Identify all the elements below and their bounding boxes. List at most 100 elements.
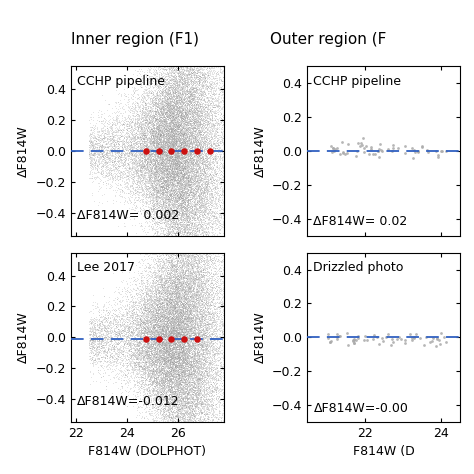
Point bbox=[183, 196, 191, 204]
Point bbox=[208, 255, 215, 263]
Point bbox=[172, 193, 179, 201]
Point bbox=[183, 307, 191, 315]
Point bbox=[185, 210, 192, 218]
Point bbox=[152, 227, 159, 235]
Point bbox=[184, 340, 191, 347]
Point bbox=[164, 401, 172, 408]
Point bbox=[208, 290, 215, 298]
Point bbox=[181, 374, 189, 381]
Point bbox=[184, 336, 192, 344]
Point bbox=[176, 174, 183, 182]
Point bbox=[189, 290, 197, 298]
Point bbox=[187, 131, 194, 139]
Point bbox=[186, 325, 193, 332]
Point bbox=[183, 78, 191, 86]
Point bbox=[165, 276, 173, 284]
Point bbox=[178, 291, 186, 298]
Point bbox=[197, 151, 204, 159]
Point bbox=[176, 133, 183, 140]
Point bbox=[170, 355, 178, 362]
Point bbox=[163, 406, 171, 414]
Point bbox=[148, 307, 156, 315]
Point bbox=[115, 151, 123, 159]
Point bbox=[197, 297, 205, 304]
Point bbox=[106, 319, 113, 327]
Point bbox=[167, 117, 174, 125]
Point bbox=[171, 120, 179, 128]
Point bbox=[184, 100, 191, 108]
Point bbox=[196, 262, 203, 270]
Point bbox=[168, 108, 176, 115]
Point bbox=[153, 135, 161, 143]
Point bbox=[181, 397, 189, 404]
Point bbox=[128, 129, 135, 137]
Point bbox=[176, 286, 184, 294]
Point bbox=[142, 163, 149, 171]
Point bbox=[161, 137, 168, 144]
Point bbox=[183, 191, 191, 199]
Point bbox=[180, 347, 187, 355]
Point bbox=[191, 336, 199, 344]
Point bbox=[156, 347, 164, 355]
Point bbox=[162, 372, 169, 379]
Point bbox=[170, 269, 177, 276]
Point bbox=[165, 125, 173, 133]
Point bbox=[193, 176, 201, 183]
Point bbox=[195, 328, 203, 336]
Point bbox=[193, 162, 201, 170]
Point bbox=[218, 76, 225, 84]
Point bbox=[140, 346, 147, 354]
Point bbox=[155, 272, 162, 279]
Point bbox=[189, 371, 196, 378]
Point bbox=[173, 328, 181, 335]
Point bbox=[222, 224, 230, 232]
Point bbox=[181, 416, 188, 424]
Point bbox=[162, 345, 169, 352]
Point bbox=[189, 134, 197, 141]
Point bbox=[169, 80, 177, 87]
Point bbox=[175, 275, 182, 283]
Point bbox=[181, 366, 189, 374]
Point bbox=[205, 383, 212, 391]
Point bbox=[171, 358, 179, 366]
Point bbox=[179, 161, 186, 169]
Point bbox=[184, 367, 191, 374]
Point bbox=[117, 128, 124, 136]
Point bbox=[157, 325, 165, 332]
Point bbox=[171, 393, 178, 401]
Point bbox=[199, 343, 207, 350]
Point bbox=[130, 305, 137, 313]
Point bbox=[168, 76, 176, 83]
Point bbox=[163, 315, 171, 323]
Point bbox=[181, 378, 189, 386]
Point bbox=[161, 79, 169, 86]
Point bbox=[148, 328, 155, 335]
Point bbox=[101, 319, 109, 326]
Point bbox=[171, 198, 179, 205]
Point bbox=[173, 395, 181, 402]
Point bbox=[140, 112, 148, 120]
Point bbox=[206, 346, 213, 354]
Point bbox=[191, 342, 199, 349]
Point bbox=[155, 124, 163, 132]
Point bbox=[200, 392, 207, 400]
Point bbox=[130, 108, 137, 115]
Point bbox=[146, 158, 154, 165]
Point bbox=[174, 101, 182, 109]
Point bbox=[152, 367, 159, 375]
Point bbox=[175, 342, 182, 350]
Point bbox=[176, 359, 183, 366]
Point bbox=[189, 251, 196, 258]
Point bbox=[165, 301, 173, 309]
Point bbox=[184, 324, 192, 331]
Point bbox=[147, 314, 155, 322]
Point bbox=[157, 370, 165, 377]
Point bbox=[206, 312, 214, 319]
Point bbox=[175, 128, 182, 135]
Point bbox=[162, 150, 169, 158]
Point bbox=[133, 315, 140, 322]
Point bbox=[150, 177, 158, 184]
Point bbox=[167, 155, 174, 162]
Point bbox=[95, 327, 103, 334]
Point bbox=[125, 132, 133, 140]
